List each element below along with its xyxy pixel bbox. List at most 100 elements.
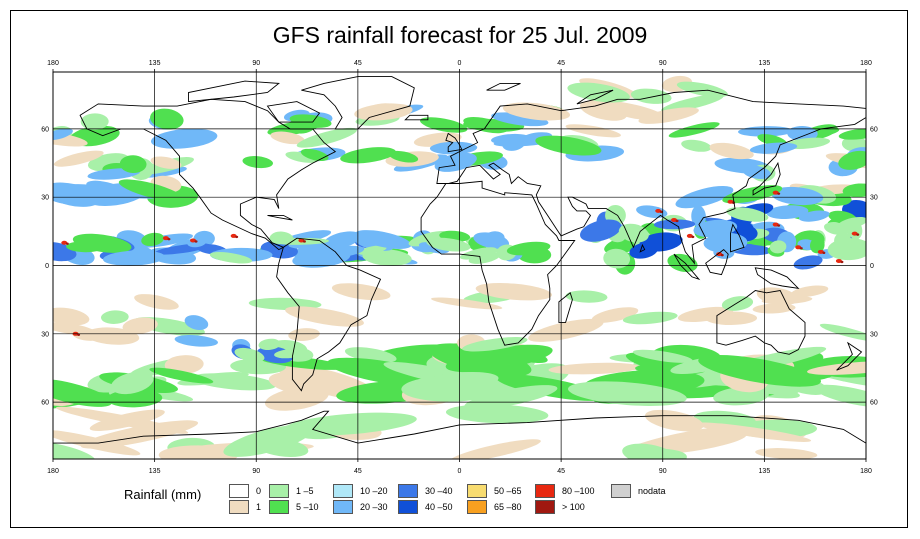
legend-swatch: [333, 500, 353, 514]
landmass-europe-asia: [436, 89, 866, 265]
lon-tick-label: 0: [458, 468, 462, 475]
lon-tick-label: 180: [47, 60, 59, 67]
rain-cell: [134, 294, 179, 310]
rain-cell: [274, 348, 308, 359]
legend-label: > 100: [562, 502, 585, 512]
lon-tick-label: 135: [149, 60, 161, 67]
rain-cell: [506, 241, 551, 256]
rain-cell: [591, 307, 639, 323]
rain-cell: [766, 205, 809, 220]
lat-tick-label: 0: [870, 263, 874, 270]
landmass-sumatra: [673, 253, 701, 281]
rain-cell-intense: [777, 192, 781, 195]
rain-cell: [462, 336, 528, 352]
lon-tick-label: 45: [557, 468, 565, 475]
legend-label: 30 –40: [425, 486, 453, 496]
lat-tick-label: 60: [41, 126, 49, 133]
rain-cell: [769, 240, 787, 254]
rain-cell: [429, 141, 478, 155]
rain-cell-intense: [65, 242, 69, 245]
rain-cell: [473, 232, 510, 249]
rain-cell: [283, 412, 417, 436]
rain-cell: [502, 102, 571, 121]
rain-cell-intense: [777, 224, 781, 227]
rain-cell: [698, 354, 821, 387]
rain-cell: [565, 124, 621, 138]
lon-tick-label: 135: [759, 468, 771, 475]
rain-cell: [209, 252, 252, 264]
rain-cell: [53, 150, 104, 167]
rain-cell: [630, 88, 672, 104]
landmass-japan: [752, 161, 781, 196]
rain-cell: [296, 127, 357, 148]
rain-cell: [528, 318, 604, 342]
legend-label: 10 –20: [360, 486, 388, 496]
figure-frame: [10, 10, 908, 528]
lon-tick-label: 90: [252, 60, 260, 67]
rain-cell: [300, 148, 329, 162]
rain-cell: [86, 180, 127, 197]
legend-title: Rainfall (mm): [124, 487, 202, 502]
rain-cell: [265, 386, 329, 411]
map-title: GFS rainfall forecast for 25 Jul. 2009: [272, 22, 648, 48]
rain-cell: [340, 147, 396, 164]
rain-cell: [809, 237, 825, 254]
rain-cell: [150, 108, 184, 130]
landmass-sri-lanka: [639, 243, 646, 253]
rain-cell: [431, 297, 503, 310]
rain-cell-intense: [194, 240, 198, 243]
rain-cell: [223, 424, 313, 457]
rain-cell: [80, 113, 109, 130]
rain-cell: [100, 310, 129, 324]
rain-cell-intense: [167, 237, 171, 241]
rain-cell: [89, 409, 165, 431]
landmass-novaya-zemlya: [576, 89, 614, 105]
rain-cell-intense: [720, 253, 724, 257]
rain-cell: [102, 250, 165, 266]
rain-cell: [661, 94, 724, 113]
rain-cell: [503, 284, 533, 299]
rain-cell-intense: [659, 210, 663, 214]
lon-tick-label: 180: [47, 468, 59, 475]
lat-tick-label: 30: [41, 331, 49, 338]
rain-cell: [418, 242, 450, 254]
legend-swatch: [467, 484, 487, 498]
lon-tick-label: 180: [860, 468, 872, 475]
legend-swatch: [398, 500, 418, 514]
rain-cell: [668, 122, 720, 138]
rain-cell: [838, 128, 866, 140]
rain-cell: [468, 251, 501, 264]
rain-cell: [242, 156, 273, 169]
landmass-australia: [716, 290, 806, 355]
rain-cell: [464, 385, 558, 410]
rain-cell-intense: [799, 247, 803, 250]
legend-swatch: [535, 500, 555, 514]
landmass-new-guinea: [754, 267, 800, 289]
rain-cell: [502, 134, 527, 151]
rain-cell: [53, 128, 73, 141]
rain-cell: [285, 374, 343, 390]
rain-cell: [790, 285, 829, 298]
landmass-philippines: [730, 223, 745, 253]
landmass-baffin: [266, 101, 321, 123]
rain-cell: [638, 107, 699, 124]
rain-cell-intense: [675, 219, 679, 223]
lon-tick-label: 90: [659, 468, 667, 475]
rain-cell: [445, 344, 553, 373]
rain-cell: [388, 150, 419, 163]
landmass-uk: [445, 132, 463, 153]
rain-cell: [53, 307, 90, 326]
legend-swatch: [398, 484, 418, 498]
legend-label: 40 –50: [425, 502, 453, 512]
rain-cell: [234, 347, 265, 363]
legend-label: 5 –10: [296, 502, 319, 512]
rain-cell-intense: [822, 251, 826, 255]
rain-cell: [742, 165, 771, 180]
rain-cell: [709, 142, 754, 160]
legend-label: 80 –100: [562, 486, 595, 496]
rain-cell: [365, 103, 400, 119]
rain-cell-intense: [840, 260, 844, 264]
rain-cell: [149, 367, 214, 384]
rain-cell: [119, 155, 147, 174]
rain-cell: [285, 306, 364, 327]
